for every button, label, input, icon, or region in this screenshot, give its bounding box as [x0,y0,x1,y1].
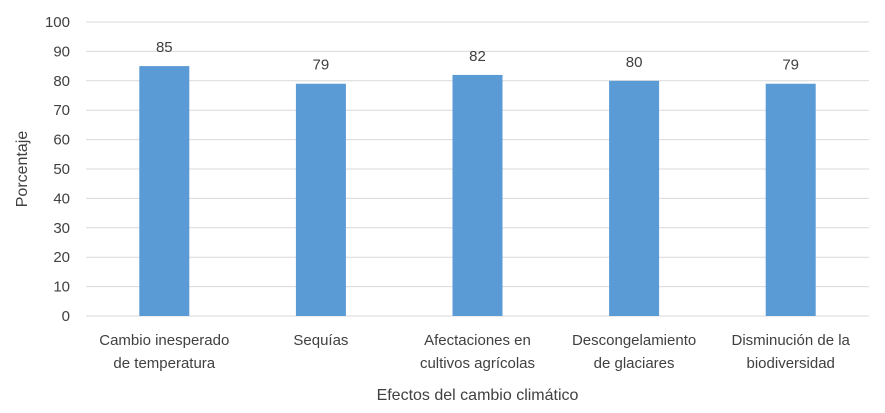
y-tick-label: 40 [53,190,70,207]
y-axis-title: Porcentaje [14,131,31,208]
data-label: 85 [156,39,173,56]
y-tick-label: 50 [53,161,70,178]
x-tick-label: Cambio inesperado de temperatura [99,332,229,372]
bars [139,66,816,317]
x-tick-label: Sequías [293,332,348,349]
y-tick-label: 10 [53,279,70,296]
bar [609,80,660,316]
x-tick-labels: Cambio inesperado de temperatura Sequías Af… [99,332,850,372]
x-axis-title: Efectos del cambio climático [377,387,579,404]
y-tick-label: 30 [53,220,70,237]
y-tick-label: 20 [53,249,70,266]
bar [139,66,190,316]
data-label: 82 [469,48,486,65]
y-tick-label: 70 [53,102,70,119]
x-tick-label: Descongelamiento de glaciares [572,332,696,372]
x-tick-label: Disminución de la biodiversidad [732,332,851,372]
y-tick-labels: 0 10 20 30 40 50 60 70 80 90 100 [45,14,70,325]
y-tick-label: 60 [53,132,70,149]
y-tick-label: 100 [45,14,70,31]
bar [452,74,503,316]
y-tick-label: 0 [62,308,70,325]
y-tick-label: 80 [53,73,70,90]
bar [295,83,346,317]
x-tick-label: Afectaciones en cultivos agrícolas [420,332,535,372]
data-label: 79 [782,57,799,74]
data-labels: 85 79 82 80 79 [156,39,799,74]
bar [765,83,816,317]
data-label: 80 [626,54,643,71]
data-label: 79 [313,57,330,74]
y-tick-label: 90 [53,43,70,60]
